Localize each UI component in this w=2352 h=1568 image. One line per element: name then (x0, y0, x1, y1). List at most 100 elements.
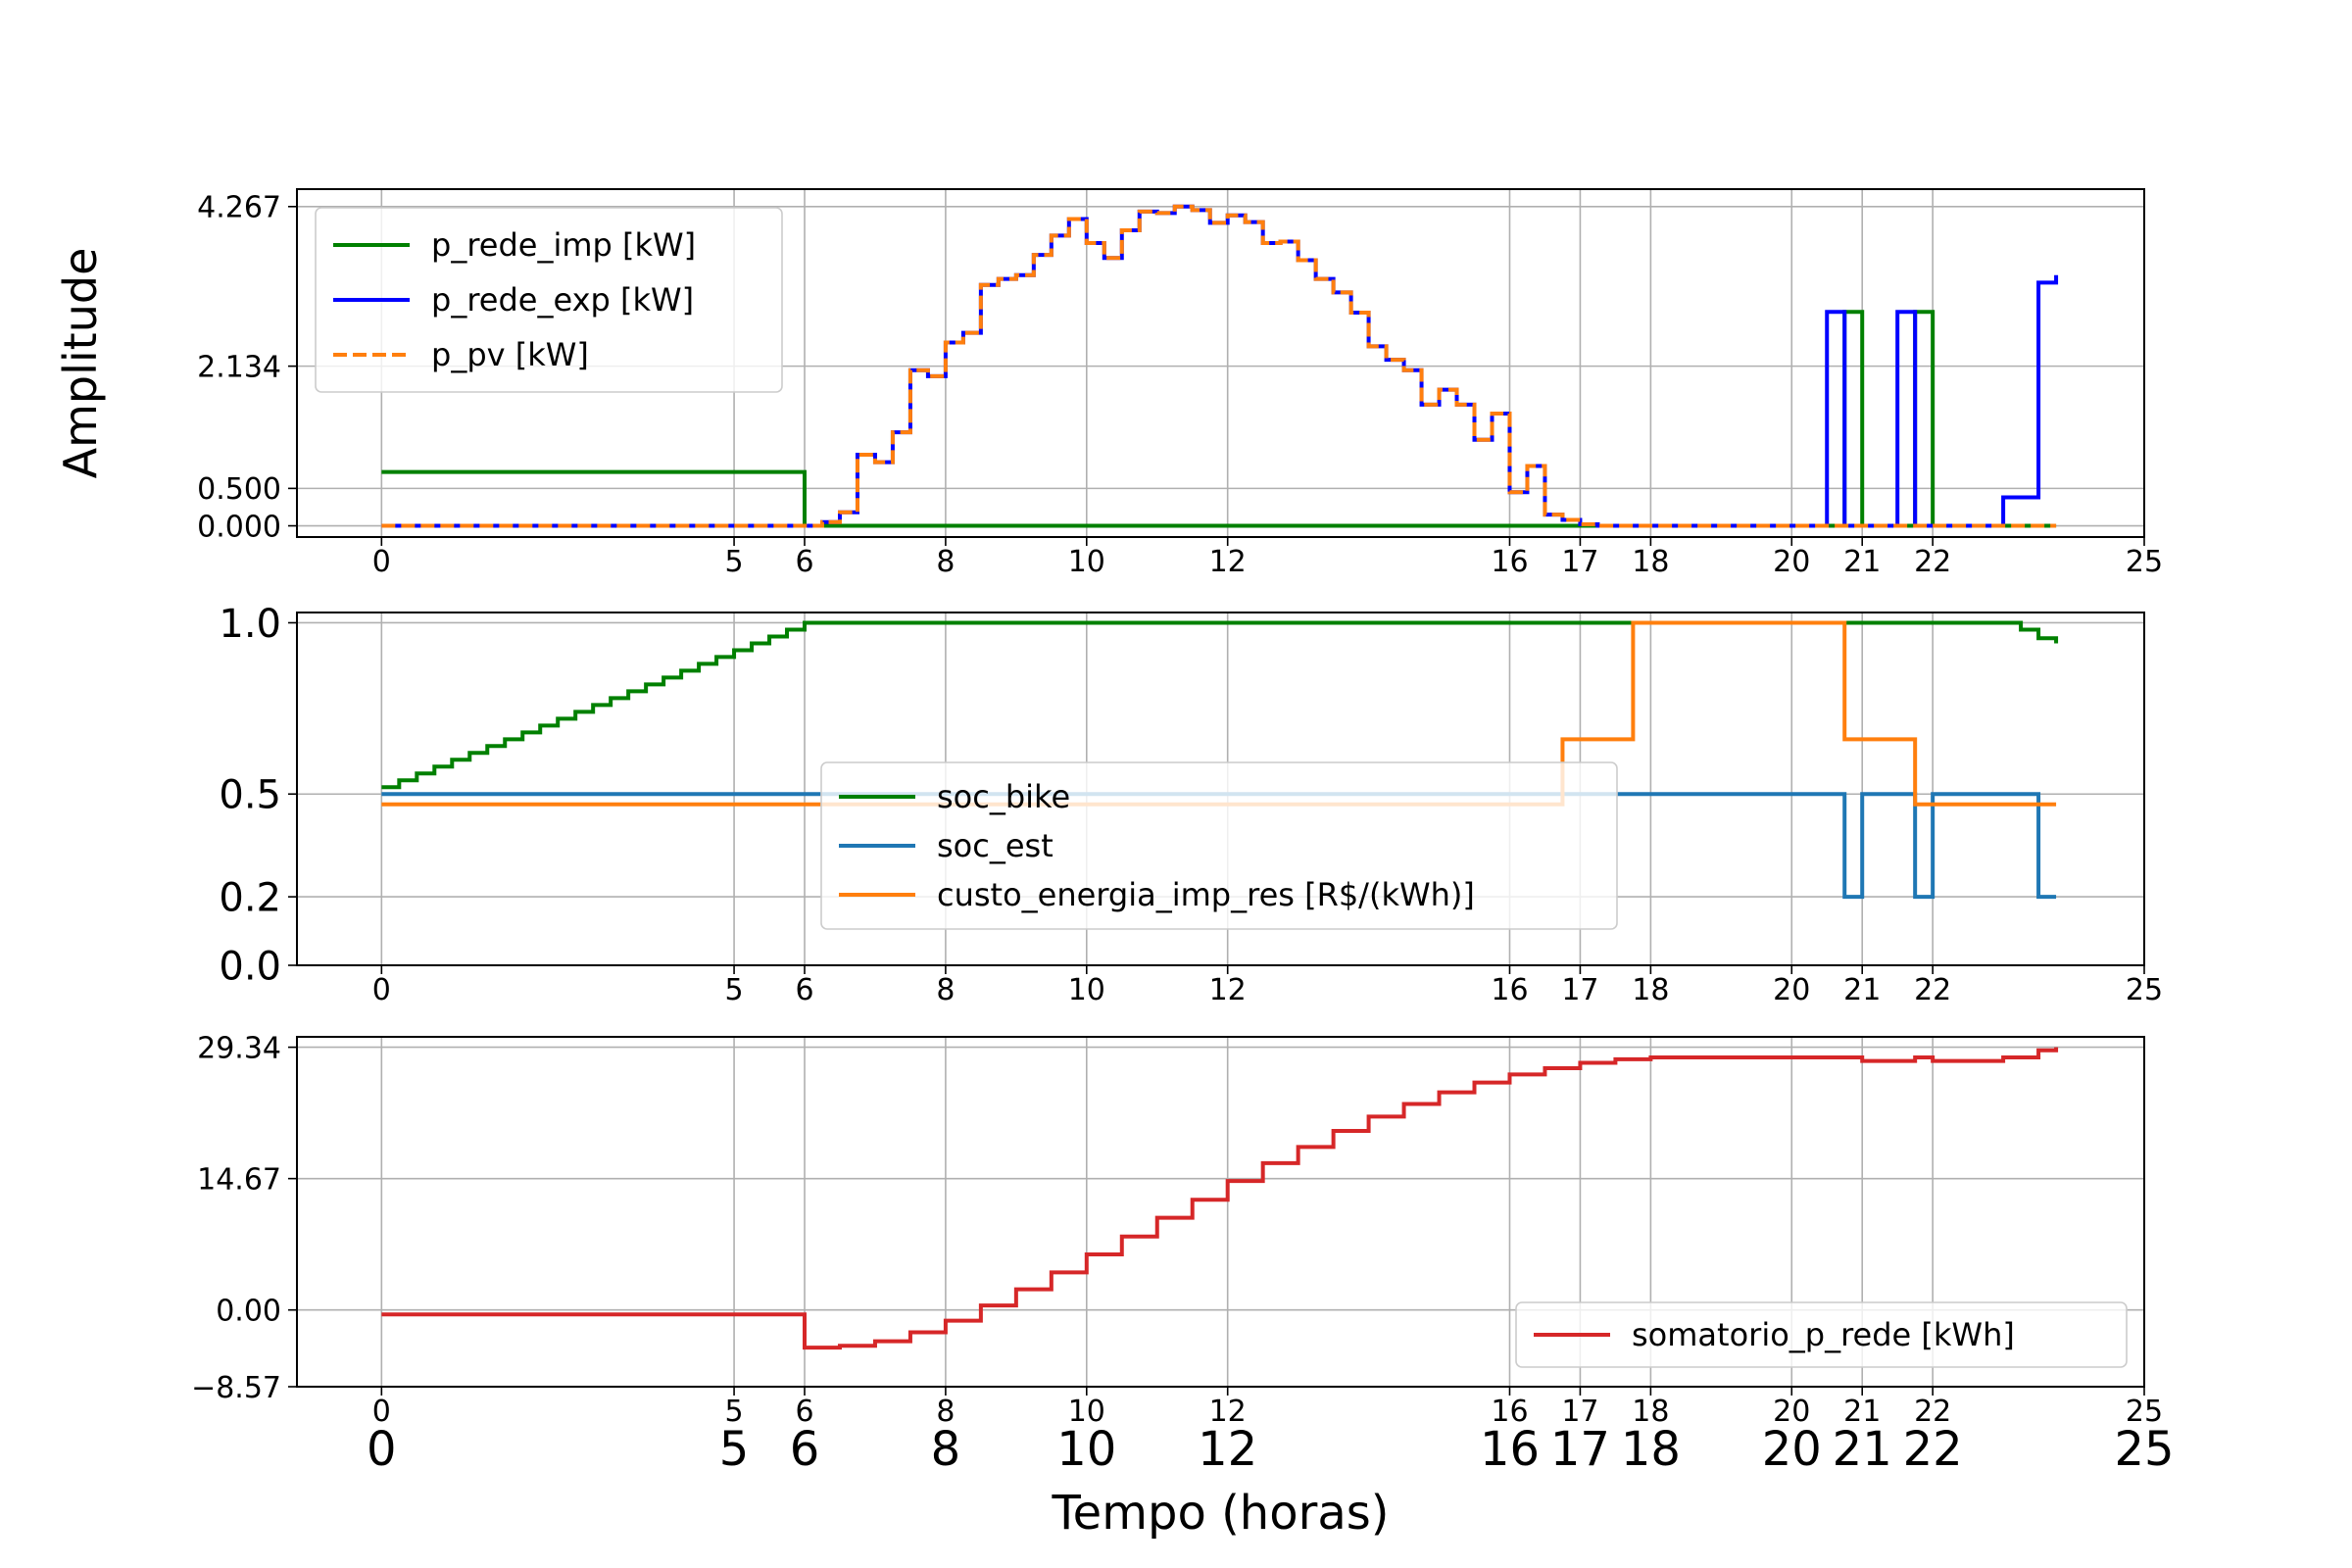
legend-label: p_pv [kW] (431, 336, 589, 373)
axes-frame (296, 612, 2145, 966)
y-tick-label: −8.57 (191, 1371, 281, 1405)
y-tick-label: 0.5 (219, 773, 281, 818)
x-tick-label: 17 (1561, 1395, 1598, 1429)
x-tick-label: 0 (372, 973, 391, 1007)
x-tick-label: 10 (1068, 1395, 1105, 1429)
x-tick-label-large: 8 (931, 1422, 961, 1477)
x-tick-label: 8 (936, 545, 955, 579)
y-axis: −8.57 0.00 14.67 29.34 (191, 1031, 297, 1405)
x-tick-label-large: 5 (719, 1422, 750, 1477)
x-tick-label: 5 (725, 1395, 744, 1429)
x-tick-label-large: 10 (1056, 1422, 1116, 1477)
x-tick-label: 5 (725, 973, 744, 1007)
x-tick-label: 0 (372, 1395, 391, 1429)
x-tick-label: 20 (1773, 545, 1810, 579)
legend-label: custo_energia_imp_res [R$/(kWh)] (937, 876, 1475, 913)
x-tick-label: 10 (1068, 973, 1105, 1007)
y-tick-label: 0.0 (219, 944, 281, 989)
x-tick-label: 22 (1914, 1395, 1951, 1429)
legend-label: soc_est (937, 827, 1054, 864)
y-tick-label: 29.34 (197, 1031, 281, 1065)
x-tick-label-large: 0 (367, 1422, 397, 1477)
y-tick-label: 0.00 (216, 1294, 281, 1328)
x-tick-label-large: 20 (1762, 1422, 1822, 1477)
legend-box (820, 761, 1618, 930)
legend: somatorio_p_rede [kWh] (1515, 1301, 2128, 1368)
x-axis: 0 5 6 8 10 12 16 17 18 20 21 22 25 (372, 537, 2163, 579)
x-tick-label: 16 (1491, 1395, 1528, 1429)
legend-label: p_rede_imp [kW] (431, 226, 696, 264)
legend-label: p_rede_exp [kW] (431, 281, 694, 318)
x-tick-label: 25 (2126, 1395, 2163, 1429)
y-axis: 0.0 0.2 0.5 1.0 (219, 602, 297, 989)
legend-label: soc_bike (937, 778, 1070, 815)
x-tick-label-large: 25 (2114, 1422, 2174, 1477)
x-tick-label-large: 16 (1480, 1422, 1540, 1477)
axes-frame (296, 188, 2145, 538)
x-tick-label: 17 (1561, 545, 1598, 579)
x-tick-label: 17 (1561, 973, 1598, 1007)
x-tick-label-large: 12 (1198, 1422, 1257, 1477)
x-tick-label: 25 (2126, 545, 2163, 579)
series-line-soc-bike (381, 620, 2059, 790)
series-line-p-pv (381, 204, 2057, 528)
x-tick-label: 21 (1843, 545, 1881, 579)
x-tick-label: 5 (725, 545, 744, 579)
x-tick-label: 18 (1632, 973, 1669, 1007)
series-line-p-rede-imp (381, 310, 2057, 528)
y-tick-label: 2.134 (197, 350, 281, 384)
x-tick-label-large: 18 (1621, 1422, 1681, 1477)
x-axis: 0 5 6 8 10 12 16 17 18 20 21 22 250 5 6 8 10 12 16 17 18 20 21… (367, 1387, 2175, 1477)
x-tick-label: 6 (795, 1395, 813, 1429)
x-tick-label: 12 (1209, 1395, 1247, 1429)
axes-frame (296, 1036, 2145, 1388)
x-tick-label: 12 (1209, 973, 1247, 1007)
legend-label: somatorio_p_rede [kWh] (1632, 1316, 2015, 1353)
x-tick-label: 25 (2126, 973, 2163, 1007)
legend-box (1515, 1301, 2128, 1368)
x-axis: 0 5 6 8 10 12 16 17 18 20 21 22 25 (372, 965, 2163, 1007)
x-tick-label-large: 6 (790, 1422, 820, 1477)
x-tick-label: 6 (795, 973, 813, 1007)
series-line-somatorio-p-rede (381, 1047, 2059, 1350)
y-tick-label: 1.0 (219, 602, 281, 647)
x-tick-label: 18 (1632, 1395, 1669, 1429)
x-tick-label: 10 (1068, 545, 1105, 579)
y-axis-label: Amplitude (54, 248, 107, 479)
legend-box (315, 207, 783, 393)
x-tick-label: 12 (1209, 545, 1247, 579)
x-tick-label: 22 (1914, 545, 1951, 579)
x-tick-label: 16 (1491, 973, 1528, 1007)
y-tick-label: 4.267 (197, 191, 281, 225)
y-tick-label: 14.67 (197, 1162, 281, 1197)
x-tick-label-large: 22 (1903, 1422, 1963, 1477)
y-tick-label: 0.000 (197, 510, 281, 544)
x-tick-label: 16 (1491, 545, 1528, 579)
series-group (381, 1047, 2059, 1350)
series-line-soc-est (381, 792, 2057, 900)
y-tick-label: 0.500 (197, 472, 281, 507)
legend: p_rede_imp [kW] p_rede_exp [kW] p_pv [kW] (315, 207, 783, 393)
x-tick-label-large: 17 (1550, 1422, 1610, 1477)
x-tick-label: 8 (936, 1395, 955, 1429)
x-tick-label: 18 (1632, 545, 1669, 579)
x-tick-label-large: 21 (1833, 1422, 1892, 1477)
y-tick-label: 0.2 (219, 875, 281, 920)
x-axis-label: Tempo (horas) (1052, 1486, 1390, 1541)
x-tick-label: 21 (1843, 973, 1881, 1007)
x-tick-label: 21 (1843, 1395, 1881, 1429)
x-tick-label: 20 (1773, 973, 1810, 1007)
series-group (381, 204, 2059, 528)
panel-middle: 0.0 0.2 0.5 1.0 0 5 6 8 10 12 16 17 18 20 21 22 25 soc_bi… (219, 602, 2163, 1007)
x-tick-label: 6 (795, 545, 813, 579)
x-tick-label: 20 (1773, 1395, 1810, 1429)
legend: soc_bike soc_est custo_energia_imp_res [R$… (820, 761, 1618, 930)
x-tick-label: 8 (936, 973, 955, 1007)
x-tick-label: 22 (1914, 973, 1951, 1007)
x-tick-label: 0 (372, 545, 391, 579)
